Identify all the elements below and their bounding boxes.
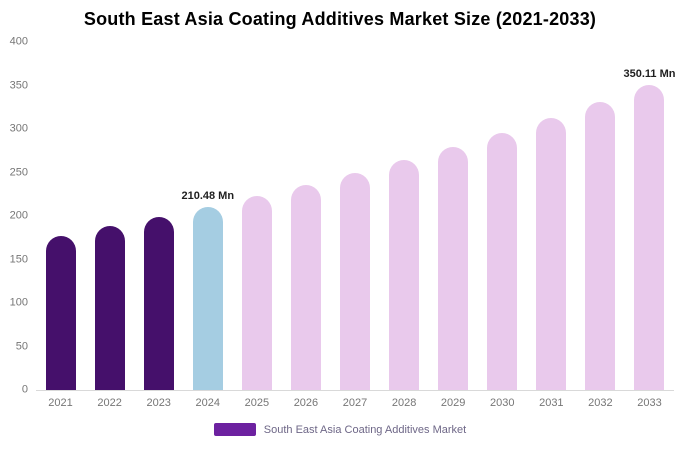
bar-2026 (290, 184, 321, 390)
y-tick-label: 50 (15, 340, 28, 352)
y-tick-label: 250 (9, 166, 28, 178)
bar-slot (85, 42, 134, 390)
y-tick-label: 350 (9, 79, 28, 91)
bar-slot (330, 42, 379, 390)
y-tick-label: 300 (9, 122, 28, 135)
bar-slot: 210.48 Mn (181, 42, 235, 390)
y-tick-label: 150 (9, 253, 28, 265)
x-axis: 2021 2022 2023 2024 2025 2026 2027 2028 2029 2030… (36, 397, 674, 409)
x-tick-label: 2024 (195, 397, 221, 409)
plot-area: 210.48 Mn 350.11 Mn (36, 42, 676, 391)
bar-slot (429, 42, 478, 390)
x-tick-label: 2033 (637, 397, 662, 409)
x-tick-label: 2026 (293, 397, 319, 409)
data-label-2033: 350.11 Mn (623, 68, 676, 81)
x-tick-label: 2027 (342, 397, 368, 409)
bar-2025 (241, 196, 272, 390)
bar-2028 (389, 160, 420, 390)
bar-2032 (585, 102, 616, 390)
bar-slot (281, 42, 330, 390)
legend-swatch (213, 423, 256, 436)
legend-label: South East Asia Coating Additives Market (263, 423, 467, 436)
bar-slot (527, 42, 576, 390)
y-axis: 0 50 100 150 200 250 300 350 400 (0, 36, 28, 395)
bar-2033 (634, 85, 665, 390)
legend: South East Asia Coating Additives Market (0, 423, 680, 436)
x-tick-label: 2031 (539, 397, 564, 409)
bar-slot (232, 42, 281, 390)
bar-2029 (438, 147, 469, 390)
bar-slot (36, 42, 85, 390)
chart-title: South East Asia Coating Additives Market… (83, 9, 597, 29)
bar-2027 (340, 173, 370, 390)
y-tick-label: 100 (9, 296, 28, 309)
bar-2031 (536, 117, 567, 390)
bar-2030 (487, 132, 518, 390)
y-tick-label: 400 (9, 35, 28, 48)
x-tick-label: 2029 (440, 397, 466, 409)
bar-slot: 350.11 Mn (623, 42, 676, 390)
y-tick-label: 200 (9, 209, 28, 222)
bar-slot (478, 42, 527, 390)
x-tick-label: 2030 (490, 397, 515, 409)
bar-2024 (192, 206, 223, 390)
x-tick-label: 2022 (97, 397, 122, 409)
x-tick-label: 2032 (588, 397, 613, 409)
bar-slot (380, 42, 429, 390)
bar-2022 (94, 226, 125, 390)
bar-slot (134, 42, 183, 390)
x-tick-label: 2028 (391, 397, 417, 409)
x-tick-label: 2021 (48, 397, 73, 409)
x-tick-label: 2023 (146, 397, 171, 409)
y-tick-label: 0 (21, 383, 28, 396)
x-tick-label: 2025 (244, 397, 270, 409)
bar-2021 (45, 235, 76, 390)
bar-slot (576, 42, 625, 390)
data-label-2024: 210.48 Mn (181, 189, 235, 202)
bar-2023 (143, 216, 174, 390)
